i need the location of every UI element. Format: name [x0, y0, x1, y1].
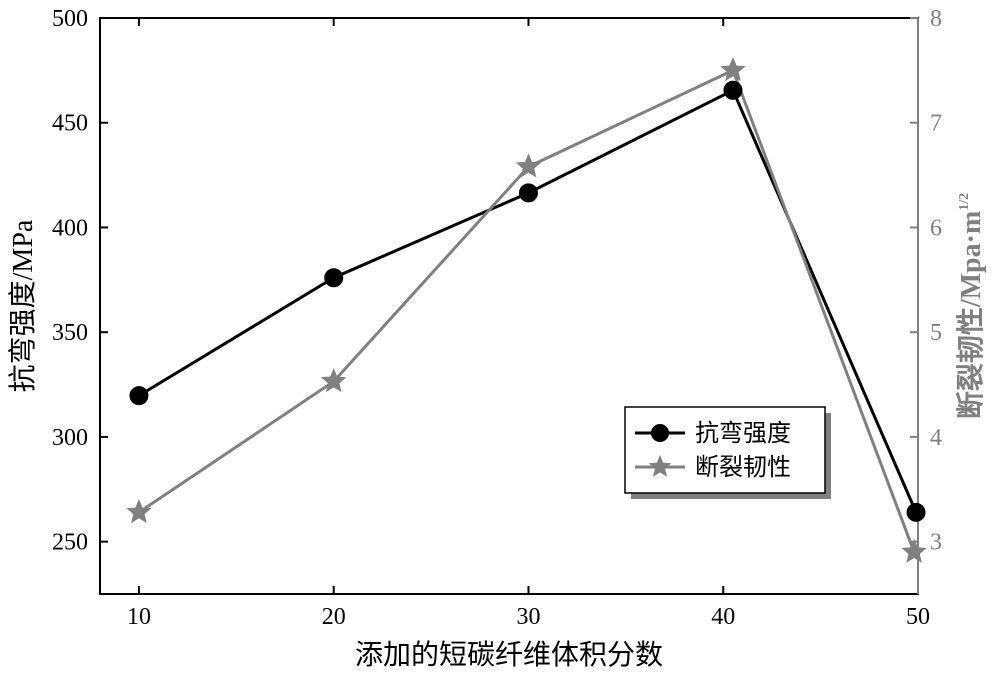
series-marker-circle	[130, 387, 148, 405]
y-left-tick-label: 400	[52, 215, 88, 241]
y-right-tick-label: 3	[930, 530, 942, 556]
y-right-tick-label: 8	[930, 6, 942, 32]
x-tick-label: 50	[906, 604, 930, 630]
series-marker-circle	[907, 503, 925, 521]
y-right-tick-label: 4	[930, 425, 942, 451]
y-left-tick-label: 500	[52, 6, 88, 32]
y-left-tick-label: 350	[52, 320, 88, 346]
chart-svg: 10 20 30 40 50 250 300 350 400 450 500 3 4 5 6 7 8 添加的短碳纤…	[0, 0, 1000, 677]
y-left-tick-label: 250	[52, 530, 88, 556]
x-tick-label: 40	[711, 604, 735, 630]
x-axis-title: 添加的短碳纤维体积分数	[355, 639, 663, 671]
y-right-tick-label: 6	[930, 215, 942, 241]
y-right-tick-label: 7	[930, 111, 942, 137]
y-left-tick-label: 300	[52, 425, 88, 451]
chart-container: 10 20 30 40 50 250 300 350 400 450 500 3 4 5 6 7 8 添加的短碳纤…	[0, 0, 1000, 677]
legend-label: 断裂韧性	[695, 454, 791, 481]
legend-marker-circle	[651, 424, 669, 442]
y-right-axis-title: 断裂韧性/Mpa·m1/2	[954, 193, 987, 419]
x-tick-label: 30	[516, 604, 540, 630]
x-tick-label: 20	[322, 604, 346, 630]
y-left-axis-title: 抗弯强度/MPa	[7, 219, 39, 392]
y-right-tick-label: 5	[930, 320, 942, 346]
plot-background	[0, 0, 1000, 677]
series-marker-circle	[724, 81, 742, 99]
x-tick-label: 10	[127, 604, 151, 630]
y-left-tick-label: 450	[52, 111, 88, 137]
series-marker-circle	[325, 269, 343, 287]
legend-label: 抗弯强度	[695, 420, 791, 447]
series-marker-circle	[519, 184, 537, 202]
